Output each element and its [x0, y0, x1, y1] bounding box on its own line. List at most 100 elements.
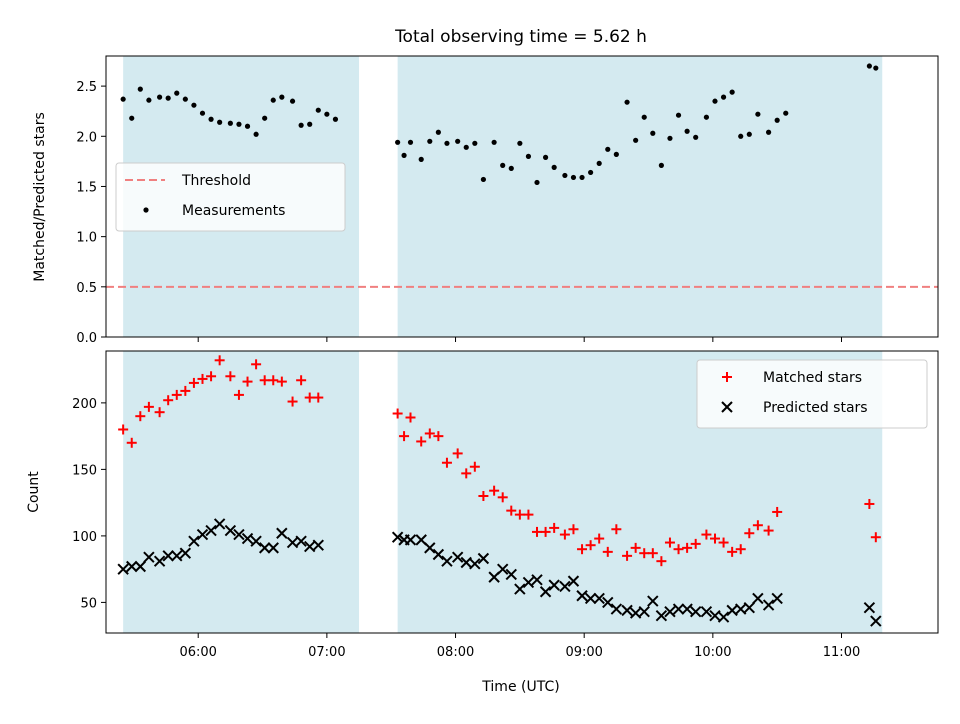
- bottom-point-1-44-b: [576, 590, 588, 602]
- top-point-0-27: [407, 139, 414, 145]
- top-point-0-52: [633, 137, 639, 143]
- top-point-0-65: [746, 131, 752, 137]
- top-point-0-1: [129, 115, 135, 121]
- top-y-tick-label-5: 2.5: [76, 80, 97, 95]
- bottom-point-0-6: [171, 389, 182, 400]
- bottom-point-0-42: [559, 529, 570, 540]
- top-point-0-50: [613, 151, 619, 157]
- top-legend-label-1: Measurements: [182, 203, 285, 219]
- bottom-point-1-21-b: [304, 540, 316, 553]
- bottom-y-tick-label-1: 100: [72, 530, 97, 545]
- bottom-legend-swatch-0: [722, 372, 732, 382]
- bottom-legend: Matched stars Predicted stars: [696, 359, 928, 429]
- bottom-point-1-14: [241, 532, 254, 545]
- top-point-0-29: [427, 138, 433, 144]
- top-point-0-58: [684, 128, 690, 134]
- top-y-tick-label-3: 1.5: [76, 180, 97, 195]
- top-series-measurements: [120, 63, 879, 186]
- bottom-point-0-57: [690, 538, 701, 549]
- bottom-point-1-9-b: [196, 528, 209, 541]
- bottom-point-1-39: [531, 574, 543, 586]
- bottom-point-1-33-b: [477, 552, 490, 565]
- bottom-point-1-38-b: [522, 576, 535, 589]
- bottom-point-1-68-b: [870, 615, 882, 627]
- top-y-tick-label-0: 0.0: [76, 331, 97, 346]
- bottom-point-0-21: [304, 392, 315, 403]
- bottom-point-1-26-b: [415, 534, 427, 546]
- bottom-point-1-47-b: [602, 596, 614, 609]
- bottom-point-0-49: [622, 550, 633, 561]
- bottom-point-1-35: [496, 563, 509, 575]
- bottom-point-1-3: [143, 551, 155, 563]
- bottom-point-0-50: [630, 542, 641, 553]
- top-point-0-61: [712, 98, 718, 104]
- bottom-point-0-65: [763, 525, 774, 536]
- top-legend: Threshold Measurements: [115, 162, 346, 232]
- bottom-point-0-35: [497, 492, 508, 503]
- bottom-point-0-55: [673, 544, 684, 555]
- bottom-point-1-17: [267, 542, 279, 554]
- bottom-point-1-11-b: [213, 518, 226, 530]
- top-point-0-3: [146, 97, 152, 103]
- bottom-point-0-58: [701, 529, 712, 540]
- top-point-0-37: [500, 162, 506, 168]
- bottom-point-1-37: [514, 583, 526, 595]
- top-plot-frame: [105, 55, 939, 338]
- top-point-0-40: [525, 153, 532, 159]
- top-point-0-30: [435, 129, 441, 135]
- top-point-0-68: [774, 117, 780, 123]
- bottom-legend-label-0: Matched stars: [763, 370, 862, 386]
- bottom-point-0-47: [602, 546, 613, 557]
- bottom-point-0-22: [313, 392, 324, 403]
- bottom-point-1-3-b: [143, 551, 155, 563]
- bottom-point-1-62-b: [735, 603, 747, 615]
- bottom-point-1-1: [126, 560, 138, 573]
- top-point-0-41: [534, 179, 540, 186]
- top-point-0-31: [444, 140, 450, 146]
- bottom-point-1-12: [224, 524, 237, 537]
- bottom-point-1-28: [432, 548, 445, 561]
- bottom-point-1-67: [863, 602, 876, 614]
- bottom-point-1-45: [584, 592, 597, 605]
- bottom-point-0-67: [864, 498, 875, 509]
- bottom-point-1-25: [404, 534, 417, 546]
- bottom-series-matched-stars: [118, 355, 881, 567]
- bottom-point-0-37: [514, 509, 525, 520]
- bottom-point-1-58-b: [700, 606, 713, 618]
- top-point-0-53: [641, 114, 647, 120]
- bottom-point-1-43-b: [567, 575, 580, 587]
- bottom-point-1-52: [647, 595, 659, 607]
- bottom-point-0-15: [251, 359, 262, 370]
- top-point-0-23: [324, 111, 330, 117]
- bottom-point-1-27-b: [424, 542, 436, 554]
- top-point-0-19: [289, 98, 296, 104]
- bottom-point-0-68: [870, 532, 881, 543]
- bottom-point-1-7-b: [179, 547, 192, 559]
- bottom-point-1-55: [672, 603, 685, 615]
- bottom-point-0-23: [392, 408, 403, 419]
- bottom-point-1-50-b: [629, 607, 642, 619]
- top-y-tick-label-1: 0.5: [76, 281, 97, 296]
- bottom-point-0-25: [405, 412, 416, 423]
- bottom-point-0-36: [506, 505, 517, 516]
- bottom-point-1-17-b: [267, 542, 279, 554]
- top-point-0-71: [873, 65, 879, 71]
- bottom-point-1-61-b: [726, 604, 738, 617]
- bottom-point-1-39-b: [531, 574, 543, 586]
- bottom-point-1-16: [258, 542, 271, 554]
- bottom-point-0-4: [154, 407, 165, 418]
- bottom-point-0-60: [718, 537, 729, 548]
- bottom-point-1-6-b: [171, 550, 183, 562]
- bottom-point-1-8: [188, 535, 200, 547]
- bottom-point-0-12: [225, 371, 236, 382]
- bottom-point-1-10: [205, 524, 217, 537]
- bottom-point-1-13-b: [233, 528, 245, 541]
- bottom-point-1-64-b: [752, 592, 764, 605]
- bottom-point-1-29-b: [441, 555, 453, 567]
- top-point-0-48: [596, 160, 602, 166]
- top-point-0-28: [418, 156, 424, 162]
- top-point-0-16: [262, 115, 268, 121]
- bottom-point-1-57: [689, 606, 702, 618]
- bottom-point-1-22: [312, 539, 324, 551]
- top-point-0-13: [236, 121, 242, 127]
